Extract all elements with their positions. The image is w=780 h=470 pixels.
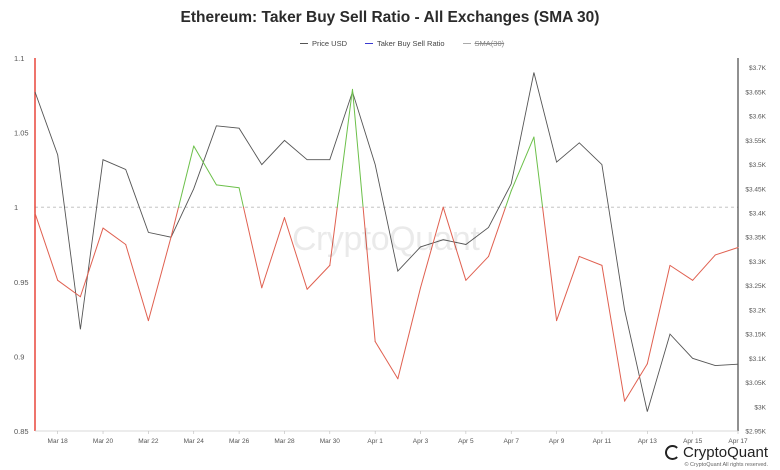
brand-name: CryptoQuant: [682, 444, 768, 461]
y-right-tick-label: $3.55K: [745, 138, 766, 145]
x-tick-label: Apr 1: [367, 438, 383, 445]
y-right-tick-label: $3.4K: [749, 211, 767, 218]
x-tick-label: Apr 7: [503, 438, 519, 445]
copyright: © CryptoQuant All rights reserved.: [684, 462, 768, 468]
y-right-tick-label: $3.5K: [749, 162, 767, 169]
ratio-line-segment: [505, 190, 512, 208]
ratio-line-segment: [533, 136, 544, 208]
ratio-line-segment: [362, 206, 376, 342]
ratio-line-segment: [215, 184, 240, 189]
x-tick-label: Mar 28: [274, 438, 295, 445]
ratio-line-segment: [624, 363, 648, 402]
y-left-tick-label: 0.9: [14, 352, 24, 361]
legend-swatch-sma: [462, 42, 471, 44]
legend-swatch-price: [300, 42, 308, 44]
x-tick-label: Apr 3: [413, 438, 429, 445]
y-left-tick-label: 1.1: [14, 54, 24, 63]
ratio-line-segment: [336, 88, 353, 208]
y-right-tick-label: $3.65K: [745, 89, 766, 96]
y-right-tick-label: $3.15K: [745, 332, 766, 339]
x-tick-label: Mar 20: [93, 438, 114, 445]
y-left-tick-label: 1: [14, 203, 18, 212]
ratio-line-segment: [79, 227, 104, 298]
ratio-line-segment: [578, 255, 603, 266]
x-tick-label: Mar 26: [229, 438, 250, 445]
ratio-line-segment: [601, 264, 626, 402]
ratio-line-segment: [510, 136, 535, 192]
legend-item-ratio[interactable]: Taker Buy Sell Ratio: [365, 39, 445, 48]
ratio-line-segment: [351, 88, 364, 208]
ratio-line-segment: [242, 206, 263, 289]
y-right-tick-label: $3.45K: [745, 186, 766, 193]
ratio-line-segment: [465, 255, 490, 281]
legend-label-sma: SMA(30): [474, 38, 505, 48]
ratio-line-segment: [646, 264, 671, 365]
x-tick-label: Mar 30: [320, 438, 341, 445]
ratio-line-segment: [669, 264, 694, 281]
ratio-line-segment: [420, 206, 444, 289]
y-left-tick-label: 1.05: [14, 129, 29, 138]
ratio-line-segment: [177, 145, 195, 208]
ratio-line-segment: [542, 206, 558, 322]
ratio-line-segment: [692, 254, 716, 281]
ratio-line-segment: [147, 236, 172, 322]
x-tick-label: Apr 5: [458, 438, 474, 445]
y-right-tick-label: $3K: [754, 404, 766, 411]
brand-logo: CryptoQuant: [664, 444, 768, 461]
ratio-line-segment: [556, 255, 580, 322]
x-tick-label: Apr 15: [683, 438, 703, 445]
chart-title: Ethereum: Taker Buy Sell Ratio - All Exc…: [180, 9, 600, 26]
legend-label-ratio: Taker Buy Sell Ratio: [377, 38, 445, 48]
y-right-tick-label: $3.2K: [749, 307, 767, 314]
y-right-tick-label: $3.7K: [749, 65, 767, 72]
y-right-tick-label: $3.3K: [749, 259, 767, 266]
x-tick-label: Apr 17: [728, 438, 748, 445]
y-right-tick-label: $3.1K: [749, 356, 767, 363]
ratio-line-segment: [193, 145, 217, 186]
ratio-line-segment: [102, 227, 127, 245]
ratio-line-segment: [397, 287, 422, 380]
x-tick-label: Apr 11: [593, 438, 612, 445]
ratio-line-segment: [714, 246, 739, 256]
ratio-line-segment: [170, 206, 179, 238]
y-right-tick-label: $3.6K: [749, 114, 767, 121]
ratio-line-segment: [374, 340, 399, 380]
ratio-line-segment: [283, 217, 308, 290]
ratio-line-segment: [306, 264, 331, 290]
y-right-tick-label: $2.95K: [745, 429, 766, 436]
ratio-line-segment: [34, 212, 59, 281]
x-tick-label: Apr 9: [549, 438, 565, 445]
ratio-line-segment: [261, 217, 285, 289]
brand-icon: [664, 445, 680, 460]
ratio-line-segment: [238, 187, 244, 208]
ratio-line-segment: [125, 244, 149, 322]
y-right-tick-label: $3.25K: [745, 283, 766, 290]
legend-swatch-ratio: [365, 42, 374, 44]
x-tick-label: Mar 18: [48, 438, 69, 445]
watermark: CryptoQuant: [292, 220, 480, 258]
x-tick-label: Mar 22: [138, 438, 159, 445]
ratio-line-segment: [488, 206, 507, 257]
y-right-tick-label: $3.05K: [745, 380, 766, 387]
x-tick-label: Mar 24: [184, 438, 205, 445]
x-tick-label: Apr 13: [638, 438, 658, 445]
price-line: [34, 72, 739, 412]
y-left-tick-label: 0.85: [14, 427, 29, 436]
legend-item-price[interactable]: Price USD: [300, 39, 347, 48]
y-left-tick-label: 0.95: [14, 278, 29, 287]
legend-label-price: Price USD: [312, 38, 348, 48]
legend: Price USD Taker Buy Sell Ratio SMA(30): [300, 37, 522, 49]
ratio-line-segment: [57, 279, 81, 298]
ratio-line-segment: [442, 206, 467, 281]
ratio-line-segment: [329, 206, 338, 266]
y-right-tick-label: $3.35K: [745, 235, 766, 242]
legend-item-sma[interactable]: SMA(30): [462, 38, 505, 48]
